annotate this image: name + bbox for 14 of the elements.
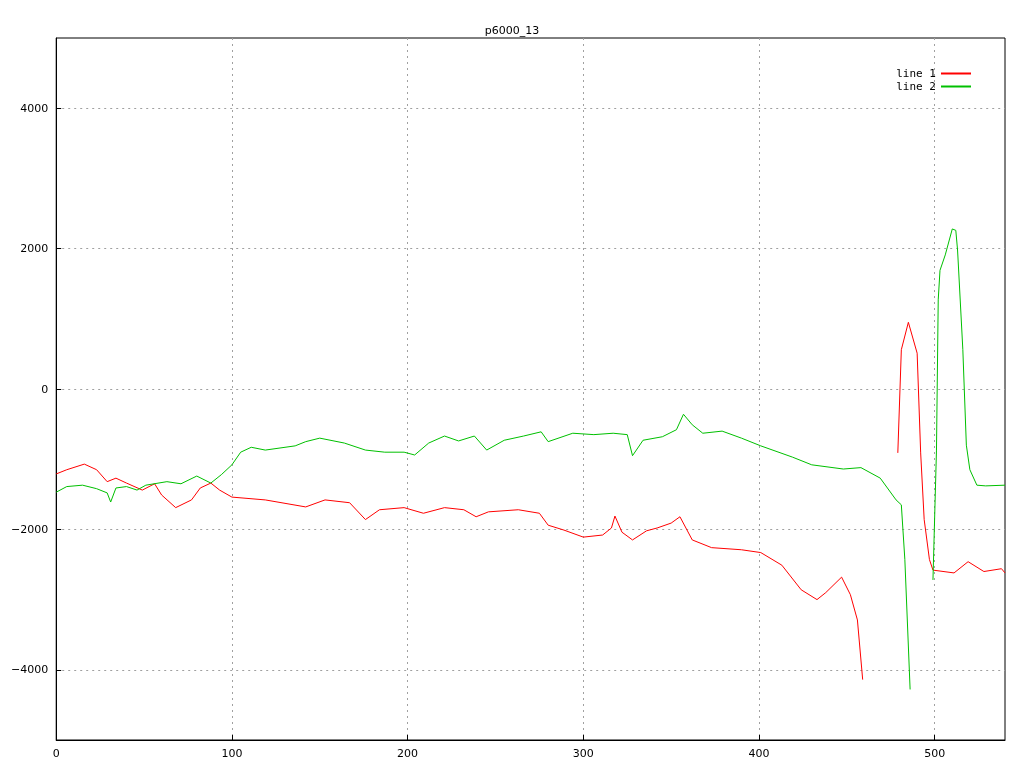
x-tick-label: 0 bbox=[52, 747, 60, 760]
y-tick-label: −2000 bbox=[10, 522, 49, 536]
y-tick-label: −4000 bbox=[10, 663, 49, 677]
legend-label: line 1 bbox=[896, 67, 936, 80]
x-tick-label: 200 bbox=[397, 747, 419, 760]
x-tick-label: 300 bbox=[572, 747, 594, 760]
y-tick-label: 4000 bbox=[20, 101, 49, 115]
legend-label: line 2 bbox=[896, 80, 936, 93]
x-tick-label: 100 bbox=[221, 747, 243, 760]
chart-title: p6000_13 bbox=[484, 24, 540, 37]
x-tick-label: 400 bbox=[748, 747, 770, 760]
y-tick-label: 2000 bbox=[20, 242, 49, 256]
x-tick-label: 500 bbox=[924, 747, 946, 760]
y-tick-label: 0 bbox=[41, 382, 49, 396]
